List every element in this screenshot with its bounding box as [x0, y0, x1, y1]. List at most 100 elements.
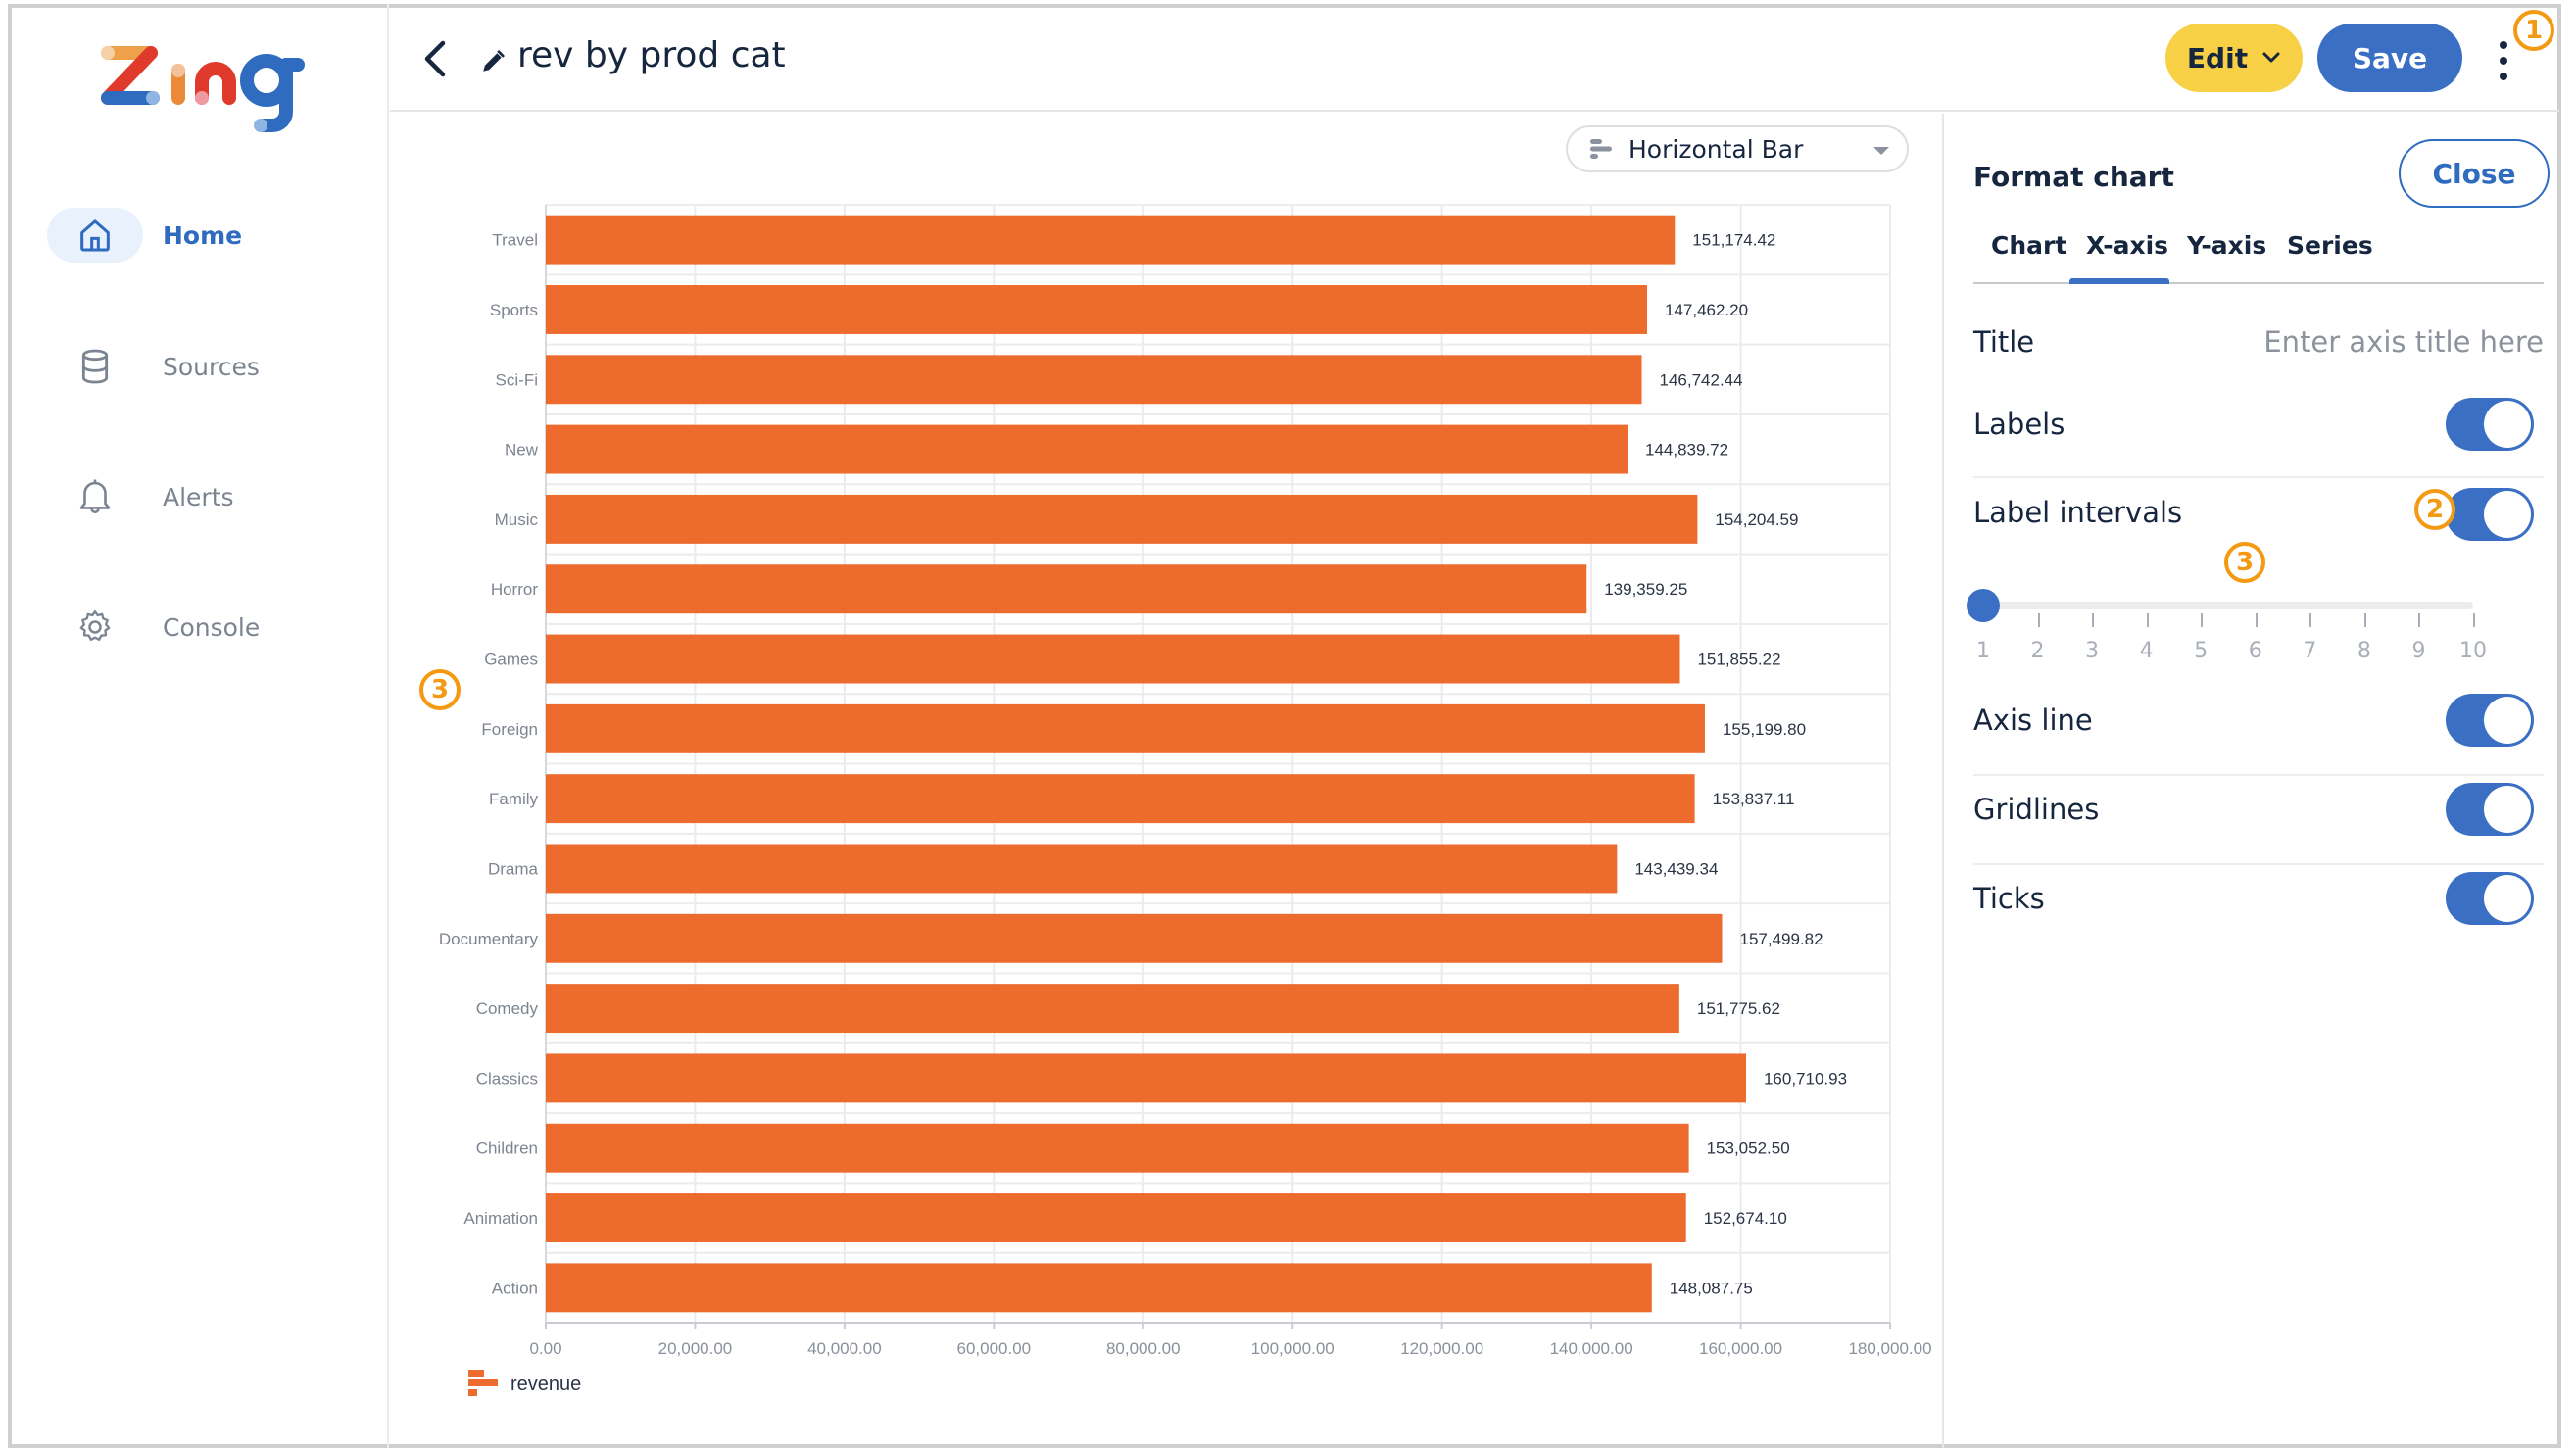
gear-icon — [79, 610, 111, 641]
x-tick-label: 60,000.00 — [957, 1339, 1032, 1358]
divider — [1973, 774, 2544, 776]
chart-area: Horizontal Bar Travel 151,174.42 Sports 147… — [390, 114, 1942, 1448]
sidebar: Home Sources Alerts Console — [8, 4, 389, 1448]
tab-chart[interactable]: Chart — [1991, 231, 2067, 260]
x-tick-label: 100,000.00 — [1251, 1339, 1335, 1358]
labels-toggle[interactable] — [2446, 398, 2534, 451]
sidebar-item-home[interactable]: Home — [47, 206, 370, 265]
chart-title[interactable]: rev by prod cat — [517, 35, 786, 75]
bar[interactable] — [546, 1263, 1652, 1313]
gridlines-label: Gridlines — [1973, 793, 2100, 826]
sidebar-item-label: Console — [163, 612, 261, 642]
axis-title-label: Title — [1973, 325, 2035, 359]
tab-series[interactable]: Series — [2287, 231, 2373, 260]
category-label: Music — [495, 510, 539, 529]
bar[interactable] — [546, 1053, 1746, 1103]
more-options-icon[interactable] — [2492, 41, 2515, 80]
label-intervals-toggle[interactable] — [2446, 488, 2534, 541]
back-arrow-icon[interactable] — [417, 37, 453, 80]
data-label: 153,837.11 — [1713, 790, 1795, 808]
slider-tick-label: 6 — [2248, 639, 2262, 663]
slider-tick — [2092, 613, 2095, 627]
edit-button[interactable]: Edit — [2165, 24, 2303, 92]
divider — [1973, 476, 2544, 478]
category-label: Games — [484, 651, 538, 669]
label-interval-slider[interactable]: 1 2 3 4 5 6 7 8 9 10 — [1967, 584, 2487, 663]
category-label: Sports — [490, 301, 538, 319]
chart-type-selected: Horizontal Bar — [1628, 134, 1804, 164]
data-label: 148,087.75 — [1670, 1279, 1753, 1297]
category-label: Animation — [463, 1209, 538, 1228]
sidebar-item-sources[interactable]: Sources — [47, 337, 370, 396]
data-label: 151,855.22 — [1697, 651, 1780, 669]
data-label: 157,499.82 — [1739, 930, 1823, 948]
x-tick-label: 20,000.00 — [658, 1339, 733, 1358]
x-tick-label: 40,000.00 — [807, 1339, 882, 1358]
sidebar-item-console[interactable]: Console — [47, 598, 370, 656]
active-tab-indicator — [2069, 278, 2169, 284]
bar[interactable] — [546, 1123, 1689, 1173]
close-button[interactable]: Close — [2399, 139, 2550, 208]
bar[interactable] — [546, 913, 1723, 963]
slider-thumb[interactable] — [1967, 589, 2000, 622]
bar[interactable] — [546, 634, 1680, 684]
axis-line-toggle[interactable] — [2446, 694, 2534, 747]
category-label: Drama — [488, 859, 539, 878]
chart-type-dropdown[interactable]: Horizontal Bar — [1566, 125, 1909, 172]
tab-y-axis[interactable]: Y-axis — [2187, 231, 2267, 260]
bar[interactable] — [546, 564, 1587, 614]
bar[interactable] — [546, 984, 1679, 1034]
sidebar-item-alerts[interactable]: Alerts — [47, 467, 370, 526]
data-label: 154,204.59 — [1715, 510, 1798, 529]
category-label: Family — [489, 790, 539, 808]
category-label: Sci-Fi — [496, 370, 538, 389]
bar[interactable] — [546, 703, 1705, 753]
bar[interactable] — [546, 424, 1628, 474]
bar[interactable] — [546, 285, 1647, 334]
bar[interactable] — [546, 774, 1695, 824]
data-label: 155,199.80 — [1723, 720, 1806, 739]
slider-tick — [2473, 613, 2475, 627]
bar[interactable] — [546, 215, 1676, 265]
save-button[interactable]: Save — [2317, 24, 2462, 92]
pencil-icon[interactable] — [480, 49, 506, 74]
data-label: 144,839.72 — [1645, 441, 1728, 460]
slider-tick-label: 3 — [2085, 639, 2100, 663]
x-tick-label: 160,000.00 — [1699, 1339, 1782, 1358]
home-icon — [80, 219, 110, 252]
slider-tick-label: 5 — [2194, 639, 2209, 663]
data-label: 139,359.25 — [1604, 580, 1687, 599]
axis-title-input[interactable] — [2220, 325, 2544, 359]
x-tick-label: 120,000.00 — [1400, 1339, 1483, 1358]
annotation-badge-3: 3 — [419, 669, 461, 710]
ticks-toggle[interactable] — [2446, 872, 2534, 925]
category-label: Children — [476, 1139, 538, 1158]
slider-tick — [2418, 613, 2421, 627]
sidebar-item-label: Alerts — [163, 482, 234, 511]
tab-x-axis[interactable]: X-axis — [2086, 231, 2169, 260]
bar[interactable] — [546, 494, 1698, 544]
legend-icon — [468, 1379, 498, 1386]
slider-tick — [2146, 613, 2149, 627]
data-label: 151,174.42 — [1692, 231, 1775, 250]
x-tick-label: 140,000.00 — [1550, 1339, 1633, 1358]
category-label: Comedy — [476, 999, 539, 1018]
x-tick-label: 180,000.00 — [1848, 1339, 1931, 1358]
bar[interactable] — [546, 1193, 1686, 1242]
bar-chart: Travel 151,174.42 Sports 147,462.20 Sci-Fi 14… — [439, 204, 1932, 1396]
bar[interactable] — [546, 844, 1618, 894]
zing-logo[interactable] — [94, 41, 319, 139]
bar[interactable] — [546, 355, 1642, 405]
slider-track[interactable] — [1983, 602, 2473, 609]
labels-row: Labels — [1973, 398, 2544, 496]
legend-label[interactable]: revenue — [510, 1374, 581, 1395]
axis-title-row: Title — [1973, 325, 2544, 364]
axis-line-label: Axis line — [1973, 703, 2093, 737]
header: rev by prod cat Edit Save — [390, 8, 2559, 112]
slider-tick-label: 2 — [2030, 639, 2045, 663]
sidebar-item-label: Home — [163, 220, 243, 250]
gridlines-toggle[interactable] — [2446, 783, 2534, 836]
sidebar-item-label: Sources — [163, 352, 260, 381]
data-label: 146,742.44 — [1660, 370, 1743, 389]
slider-tick — [2255, 613, 2258, 627]
